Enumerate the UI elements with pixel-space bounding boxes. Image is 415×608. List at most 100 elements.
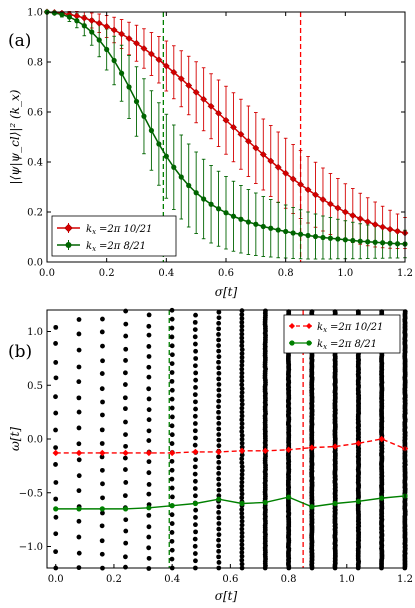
panel-b-scatter-point [239, 378, 245, 384]
panel-b-scatter-point [100, 316, 105, 322]
panel-a-point [379, 223, 387, 231]
panel-b-scatter-point [192, 428, 198, 434]
panel-a-ytick-label: 0.0 [27, 258, 43, 269]
panel-a-point [141, 113, 147, 119]
panel-a-point [222, 116, 230, 124]
panel-b-scatter-point [216, 370, 222, 376]
panel-b-scatter-point [169, 521, 175, 526]
panel-b-scatter-point [239, 382, 245, 388]
panel-b-scatter-point [76, 317, 82, 322]
panel-b-point [332, 500, 338, 507]
panel-b-scatter-point [169, 396, 175, 402]
panel-b-scatter-point [239, 425, 245, 431]
panel-b-ytick-label: 0.0 [27, 435, 43, 446]
panel-b-scatter-point [53, 445, 58, 451]
panel-a-point [80, 14, 88, 22]
panel-a-ytick-label: 0.2 [27, 208, 43, 219]
panel-b-scatter-point [239, 538, 245, 544]
panel-b-point [192, 448, 199, 456]
panel-b-scatter-point [216, 387, 222, 393]
panel-b-scatter-point [123, 321, 129, 327]
panel-b-scatter-point [239, 358, 245, 364]
panel-b-scatter-point [216, 337, 221, 343]
panel-b-scatter-point [216, 443, 222, 449]
panel-a-point [192, 88, 200, 96]
panel-b-scatter-point [76, 347, 82, 353]
panel-b-point [99, 449, 106, 457]
panel-b-scatter-point [169, 441, 175, 446]
panel-b-point [76, 506, 82, 512]
panel-b-scatter-point [192, 471, 198, 477]
panel-b-scatter-point [146, 386, 152, 392]
panel-b-point [146, 505, 152, 511]
panel-b-scatter-point [239, 312, 245, 317]
panel-b-scatter-point [239, 542, 245, 548]
panel-b-scatter-point [239, 546, 245, 551]
panel-a-point [88, 17, 96, 24]
panel-b-scatter-point [53, 341, 58, 346]
panel-b-scatter-point [192, 327, 198, 333]
panel-a-point [201, 196, 207, 202]
legend-b-marker-red-2 [306, 323, 312, 329]
panel-b-point [262, 447, 269, 455]
panel-a-point [223, 210, 229, 216]
panel-b-scatter-point [239, 511, 245, 516]
panel-b-scatter-point [123, 554, 128, 560]
panel-b-scatter-point [239, 351, 245, 356]
panel-b-scatter-point [169, 556, 175, 562]
panel-b-scatter-point [192, 486, 198, 491]
panel-b-scatter-point [193, 529, 198, 535]
panel-b-scatter-point [239, 483, 245, 489]
panel-a-point [178, 174, 184, 180]
panel-b-ytick-label: 0.5 [27, 381, 43, 392]
panel-a-xtick-label: 0.6 [218, 268, 234, 279]
panel-b-point [75, 449, 83, 457]
panel-b-scatter-point [123, 406, 128, 412]
panel-b-scatter-point [216, 526, 222, 532]
panel-a-point [326, 200, 334, 208]
panel-b-scatter-point [76, 364, 82, 370]
panel-a-point [371, 221, 379, 228]
panel-b-scatter-point [216, 348, 222, 354]
panel-b-scatter-point [123, 467, 128, 472]
panel-b-xtick-label: 1.2 [397, 574, 413, 585]
panel-b-scatter-point [122, 493, 128, 499]
panel-a-point [335, 236, 341, 242]
panel-b-point [355, 440, 362, 447]
panel-b-scatter-point [192, 334, 198, 340]
panel-b-scatter-point [239, 514, 245, 520]
panel-a-point [200, 95, 208, 103]
panel-b-xtick-label: 0.2 [106, 574, 122, 585]
panel-b-scatter-point [216, 560, 222, 565]
panel-b-scatter-point [216, 382, 222, 387]
panel-b-point [52, 449, 59, 457]
panel-b-scatter-point [76, 518, 82, 524]
panel-b-scatter-point [193, 406, 198, 412]
panel-b-scatter-point [193, 507, 199, 513]
panel-b-scatter-point [146, 332, 152, 338]
panel-a-point [156, 141, 162, 147]
panel-b-scatter-point [193, 515, 198, 520]
panel-b-scatter-point [216, 354, 222, 360]
panel-b-scatter-point [239, 522, 245, 528]
panel-a-point [126, 84, 132, 90]
panel-b-scatter-point [169, 316, 175, 322]
legend-a-label-red: =2π 10/21 [99, 224, 152, 235]
panel-b-scatter-point [239, 487, 245, 493]
panel-b-scatter-point [239, 518, 245, 524]
panel-a-point [162, 62, 170, 70]
panel-b-scatter-point [239, 401, 245, 407]
panel-a-point [118, 70, 125, 76]
panel-a-point [110, 26, 118, 34]
panel-a-point [245, 219, 251, 225]
panel-b-scatter-point [239, 394, 245, 399]
panel-b-scatter-point [76, 488, 82, 494]
legend-a-kx-red: kx [86, 224, 96, 236]
panel-b-scatter-point [239, 339, 245, 345]
panel-b-scatter-point [239, 460, 245, 466]
panel-a-ytick-label: 0.4 [27, 158, 43, 169]
panel-b-scatter-point [216, 432, 222, 437]
panel-a-point [186, 182, 192, 189]
panel-b-scatter-point [216, 393, 222, 398]
panel-b-ytick-label: −0.5 [19, 488, 43, 499]
